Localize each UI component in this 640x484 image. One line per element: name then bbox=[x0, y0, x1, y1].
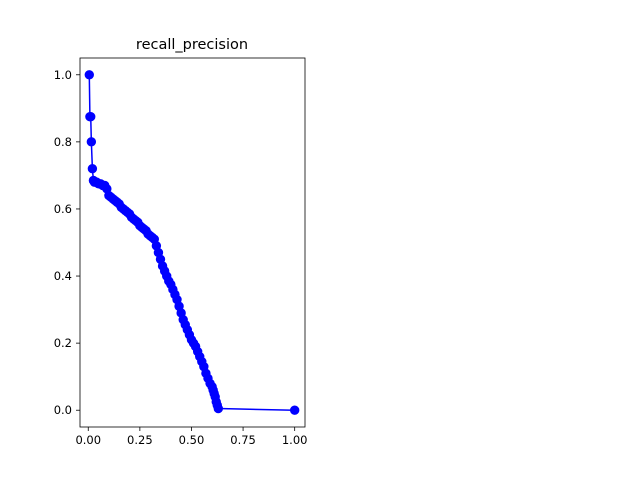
data-point bbox=[84, 70, 94, 80]
y-tick-label: 0.6 bbox=[54, 202, 72, 216]
data-point bbox=[86, 137, 97, 147]
y-tick-label: 0.8 bbox=[54, 135, 72, 149]
x-tick-label: 0.25 bbox=[127, 433, 153, 447]
y-tick-label: 0.4 bbox=[54, 269, 72, 283]
x-tick-label: 0.00 bbox=[75, 433, 101, 447]
chart-title: recall_precision bbox=[136, 37, 248, 53]
y-tick-label: 0.0 bbox=[54, 403, 72, 417]
data-point bbox=[213, 403, 224, 414]
x-tick-label: 1.00 bbox=[282, 433, 308, 447]
plot-background bbox=[80, 58, 305, 427]
data-point bbox=[86, 112, 96, 122]
x-tick-label: 0.50 bbox=[179, 433, 205, 447]
x-tick-label: 0.75 bbox=[230, 433, 256, 447]
data-point bbox=[289, 405, 300, 415]
y-tick-label: 1.0 bbox=[54, 68, 72, 82]
plot-area: 0.00 0.25 0.50 0.75 1.00 0.0 0.2 0.4 0.6 0.8 1.0 bbox=[54, 57, 308, 447]
data-point bbox=[87, 164, 98, 174]
axes-frame bbox=[79, 57, 306, 428]
y-tick-label: 0.2 bbox=[54, 336, 72, 350]
